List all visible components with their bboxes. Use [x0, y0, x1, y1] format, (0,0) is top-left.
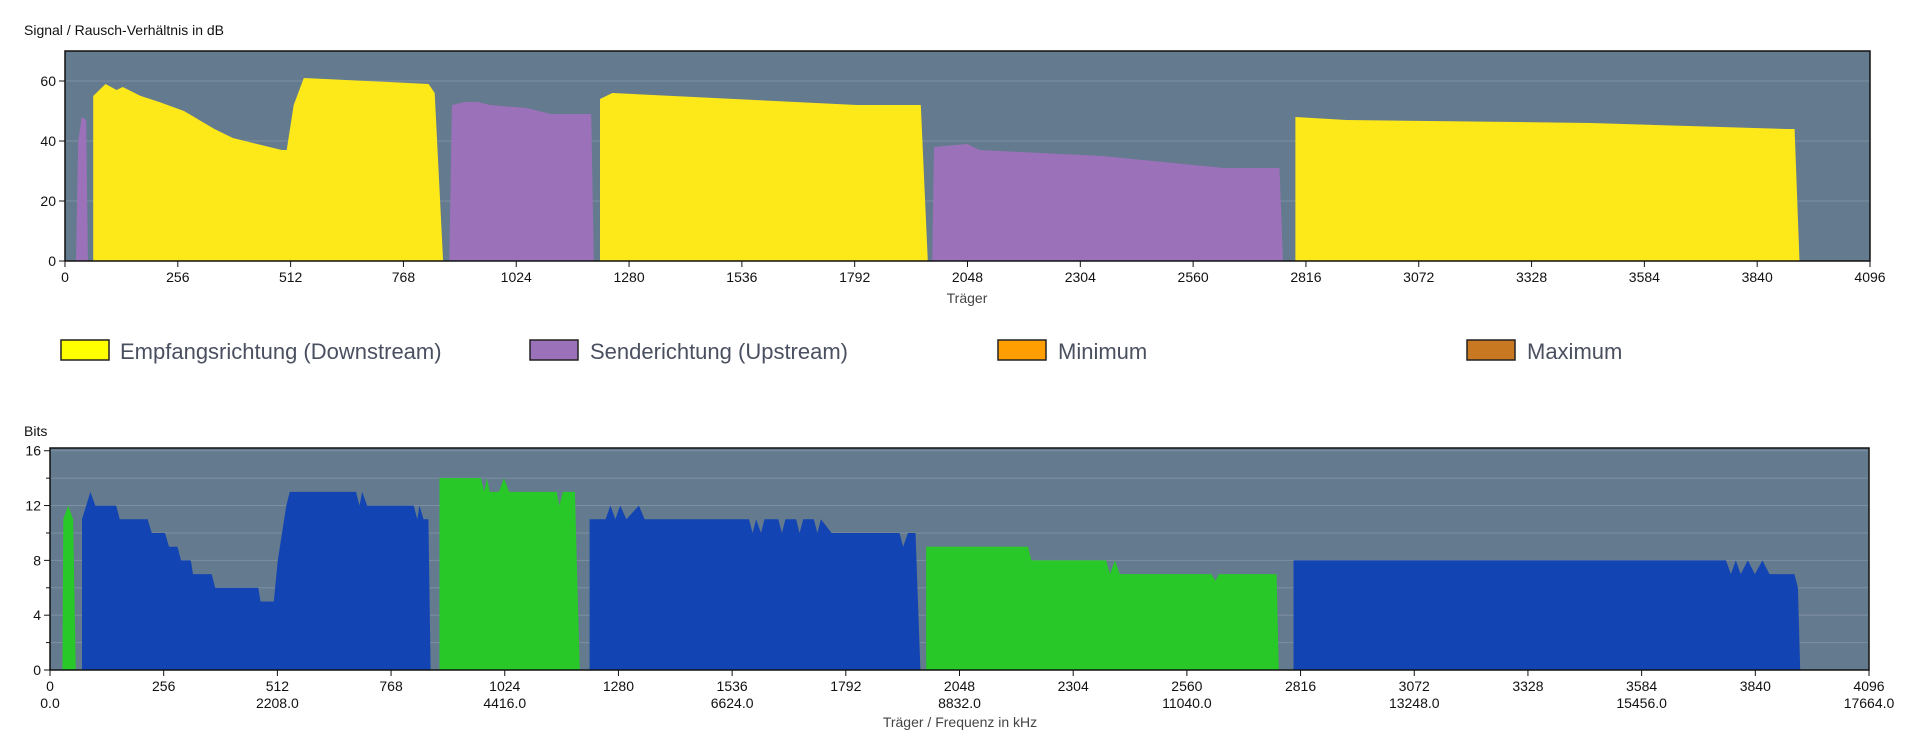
- snr-x-tick-label: 1280: [613, 269, 644, 285]
- snr-x-tick-label: 1536: [726, 269, 757, 285]
- snr-x-tick-label: 2048: [952, 269, 983, 285]
- legend-label-maximum: Maximum: [1527, 339, 1622, 364]
- snr-x-axis-label: Träger: [947, 290, 988, 306]
- bits-x-tick-frequency-label: 2208.0: [256, 695, 299, 711]
- snr-x-tick-label: 512: [279, 269, 303, 285]
- bits-y-tick-label: 4: [33, 607, 41, 623]
- snr-y-tick-label: 0: [48, 253, 56, 269]
- bits-x-tick-label: 3072: [1399, 678, 1430, 694]
- bits-chart-title: Bits: [24, 423, 47, 439]
- bits-x-tick-label: 4096: [1853, 678, 1884, 694]
- bits-x-tick-label: 3328: [1512, 678, 1543, 694]
- snr-x-tick-label: 3072: [1403, 269, 1434, 285]
- snr-x-tick-label: 1024: [501, 269, 532, 285]
- snr-upstream-area-1: [449, 102, 594, 261]
- legend: Empfangsrichtung (Downstream) Sendericht…: [60, 339, 1622, 364]
- bits-x-tick-frequency-label: 15456.0: [1616, 695, 1667, 711]
- snr-x-tick-label: 2304: [1065, 269, 1096, 285]
- snr-downstream-area-1: [600, 93, 928, 261]
- bits-x-tick-label: 2560: [1171, 678, 1202, 694]
- legend-label-minimum: Minimum: [1058, 339, 1147, 364]
- legend-swatch-minimum: [997, 339, 1047, 361]
- bits-x-tick-label: 768: [379, 678, 403, 694]
- legend-swatch-upstream: [529, 339, 579, 361]
- snr-x-tick-label: 3328: [1516, 269, 1547, 285]
- legend-label-upstream: Senderichtung (Upstream): [590, 339, 848, 364]
- bits-downstream-area-0: [82, 491, 431, 670]
- bits-x-tick-label: 2816: [1285, 678, 1316, 694]
- bits-y-tick-label: 0: [33, 662, 41, 678]
- snr-x-tick-label: 4096: [1854, 269, 1885, 285]
- bits-x-tick-frequency-label: 6624.0: [711, 695, 754, 711]
- bits-x-tick-label: 3840: [1740, 678, 1771, 694]
- bits-x-tick-frequency-label: 13248.0: [1389, 695, 1440, 711]
- snr-x-tick-label: 1792: [839, 269, 870, 285]
- snr-x-tick-label: 2560: [1178, 269, 1209, 285]
- legend-swatch-downstream: [60, 339, 110, 361]
- bits-x-tick-label: 2304: [1058, 678, 1089, 694]
- snr-downstream-area-2: [1295, 117, 1800, 261]
- legend-item-minimum: Minimum: [997, 339, 1147, 364]
- bits-x-tick-label: 1792: [830, 678, 861, 694]
- snr-chart-title: Signal / Rausch-Verhältnis in dB: [24, 22, 224, 38]
- bits-upstream-area-2: [926, 546, 1279, 670]
- bits-x-tick-label: 3584: [1626, 678, 1657, 694]
- bits-upstream-area-1: [439, 478, 580, 670]
- bits-y-tick-label: 8: [33, 552, 41, 568]
- bits-downstream-area-2: [1293, 560, 1801, 670]
- bits-y-tick-label: 16: [25, 443, 41, 459]
- legend-swatch-maximum: [1466, 339, 1516, 361]
- bits-x-tick-label: 1280: [603, 678, 634, 694]
- snr-upstream-area-0: [76, 117, 88, 261]
- bits-x-tick-frequency-label: 0.0: [40, 695, 60, 711]
- snr-y-tick-label: 60: [40, 73, 56, 89]
- legend-item-maximum: Maximum: [1466, 339, 1622, 364]
- snr-upstream-area-2: [932, 144, 1283, 261]
- bits-x-tick-label: 512: [266, 678, 290, 694]
- snr-x-tick-label: 256: [166, 269, 190, 285]
- bits-upstream-area-0: [62, 505, 76, 670]
- bits-y-tick-label: 12: [25, 498, 41, 514]
- bits-x-tick-label: 1024: [489, 678, 520, 694]
- bits-x-tick-frequency-label: 17664.0: [1844, 695, 1895, 711]
- snr-y-tick-label: 20: [40, 193, 56, 209]
- legend-label-downstream: Empfangsrichtung (Downstream): [120, 339, 442, 364]
- snr-y-tick-label: 40: [40, 133, 56, 149]
- snr-x-tick-label: 3584: [1629, 269, 1660, 285]
- bits-x-tick-frequency-label: 11040.0: [1162, 695, 1212, 711]
- bits-x-axis-label: Träger / Frequenz in kHz: [883, 714, 1037, 730]
- bits-x-tick-label: 0: [46, 678, 54, 694]
- bits-x-tick-frequency-label: 4416.0: [483, 695, 526, 711]
- legend-item-downstream: Empfangsrichtung (Downstream): [60, 339, 442, 364]
- bits-downstream-area-1: [589, 505, 921, 670]
- snr-downstream-area-0: [93, 78, 444, 261]
- bits-x-tick-label: 2048: [944, 678, 975, 694]
- snr-x-tick-label: 768: [392, 269, 416, 285]
- snr-x-tick-label: 2816: [1290, 269, 1321, 285]
- snr-x-tick-label: 3840: [1742, 269, 1773, 285]
- bits-x-tick-frequency-label: 8832.0: [938, 695, 981, 711]
- snr-chart: 0 256 512 768 1024 1280 1536 1792 2048 2304 2560 28…: [40, 50, 1886, 285]
- bits-x-tick-label: 1536: [717, 678, 748, 694]
- legend-item-upstream: Senderichtung (Upstream): [529, 339, 848, 364]
- bits-x-tick-label: 256: [152, 678, 176, 694]
- snr-x-tick-label: 0: [61, 269, 69, 285]
